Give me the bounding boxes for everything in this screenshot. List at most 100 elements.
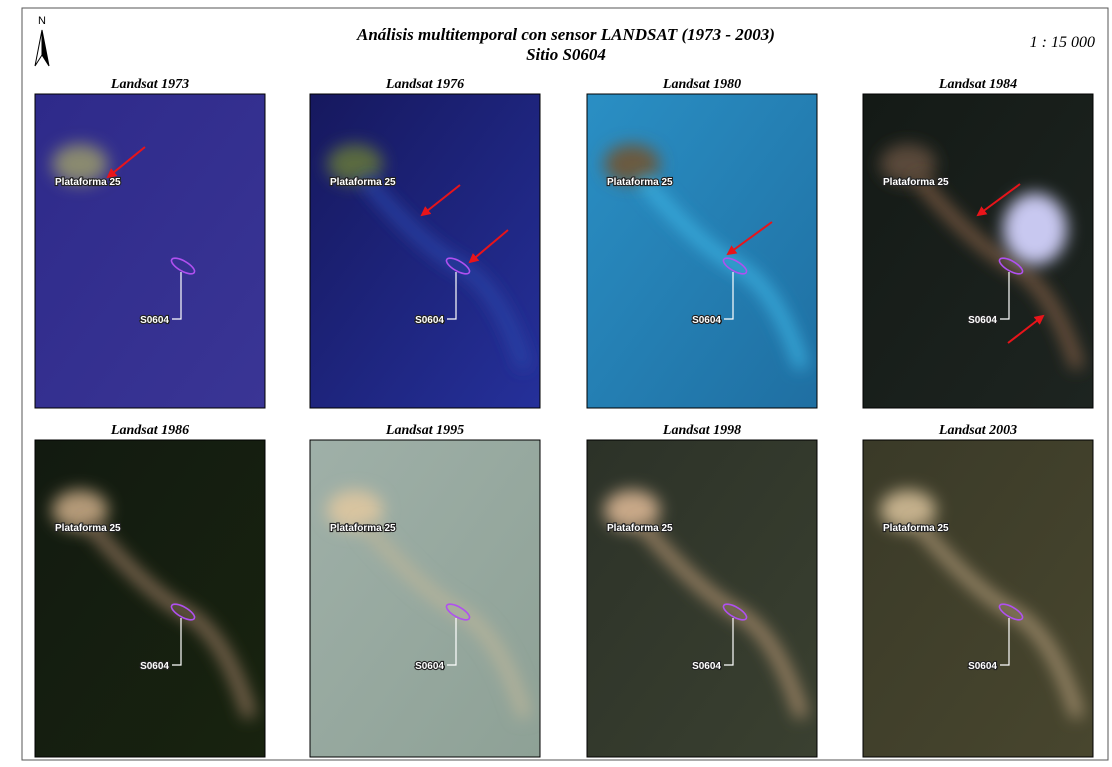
panel-border (309, 439, 541, 758)
leader-line (447, 618, 457, 666)
panel: Landsat 1980 Plataforma 25 S0604 (586, 77, 818, 409)
panel-title: Landsat 1973 (110, 77, 189, 92)
arrow (1007, 314, 1045, 344)
panel-border (309, 93, 541, 409)
platform-label: Plataforma 25 (883, 177, 949, 188)
satellite-image (587, 440, 817, 757)
image-bg (863, 440, 1093, 757)
satellite-image (35, 440, 265, 757)
site-label: S0604 (415, 661, 444, 672)
platform-label: Plataforma 25 (55, 177, 121, 188)
site-label: S0604 (140, 315, 169, 326)
platform-clearing (604, 490, 660, 530)
satellite-image (587, 94, 817, 408)
panel-border (586, 93, 818, 409)
image-bg (587, 94, 817, 408)
arrow (106, 146, 146, 179)
leader-line (724, 618, 734, 666)
trail (360, 175, 531, 370)
panel-title: Landsat 1980 (662, 77, 741, 92)
panel-title: Landsat 1998 (662, 423, 741, 438)
subtitle: Sitio S0604 (526, 45, 606, 64)
satellite-image (310, 440, 540, 757)
panel-title: Landsat 1995 (385, 423, 464, 438)
satellite-image (863, 440, 1093, 757)
trail (913, 521, 1084, 719)
leader-line (1000, 618, 1010, 666)
panel-border (862, 439, 1094, 758)
trail (637, 175, 808, 370)
site-label: S0604 (692, 661, 721, 672)
platform-clearing (52, 490, 108, 530)
image-bg (310, 440, 540, 757)
frame (21, 7, 1109, 761)
panel: Landsat 1973 Plataforma 25 S0604 (34, 77, 266, 409)
platform-label: Plataforma 25 (883, 523, 949, 534)
site-outline (722, 257, 748, 275)
panel-title: Landsat 1984 (938, 77, 1017, 92)
platform-clearing (52, 144, 108, 184)
leader-line (724, 272, 734, 320)
panel-border (586, 439, 818, 758)
trail (913, 175, 1084, 370)
platform-label: Plataforma 25 (330, 523, 396, 534)
satellite-image (863, 94, 1093, 408)
arrow (726, 221, 773, 256)
site-outline (998, 603, 1024, 621)
image-bg (310, 94, 540, 408)
platform-label: Plataforma 25 (55, 523, 121, 534)
panel: Landsat 1976 Plataforma 25 S0604 (309, 77, 541, 409)
site-outline (998, 257, 1024, 275)
north-label: N (38, 15, 46, 27)
site-outline (445, 603, 471, 621)
image-bg (35, 94, 265, 408)
cloud (1003, 193, 1067, 265)
platform-clearing (327, 490, 383, 530)
north-arrow (41, 29, 50, 67)
panel-title: Landsat 1976 (385, 77, 464, 92)
panel-title: Landsat 2003 (938, 423, 1017, 438)
site-label: S0604 (968, 315, 997, 326)
leader-line (172, 618, 182, 666)
satellite-image (35, 94, 265, 408)
arrow (420, 184, 461, 217)
panel: Landsat 2003 Plataforma 25 S0604 (862, 423, 1094, 758)
panel: Landsat 1984 Plataforma 25 S0604 (862, 77, 1094, 409)
title: Análisis multitemporal con sensor LANDSA… (356, 25, 775, 44)
platform-clearing (604, 144, 660, 184)
site-outline (722, 603, 748, 621)
platform-label: Plataforma 25 (607, 523, 673, 534)
scale: 1 : 15 000 (1030, 34, 1095, 51)
site-label: S0604 (140, 661, 169, 672)
panel-border (34, 439, 266, 758)
panel-title: Landsat 1986 (110, 423, 189, 438)
platform-label: Plataforma 25 (330, 177, 396, 188)
arrow (468, 229, 509, 264)
site-label: S0604 (692, 315, 721, 326)
panel-border (862, 93, 1094, 409)
panel: Landsat 1998 Plataforma 25 S0604 (586, 423, 818, 758)
panel: Landsat 1995 Plataforma 25 S0604 (309, 423, 541, 758)
site-outline (445, 257, 471, 275)
north-arrow (34, 29, 43, 67)
panel: Landsat 1986 Plataforma 25 S0604 (34, 423, 266, 758)
platform-clearing (327, 144, 383, 184)
leader-line (172, 272, 182, 320)
site-label: S0604 (968, 661, 997, 672)
panel-border (34, 93, 266, 409)
site-outline (170, 603, 196, 621)
image-bg (587, 440, 817, 757)
leader-line (447, 272, 457, 320)
platform-clearing (880, 144, 936, 184)
platform-label: Plataforma 25 (607, 177, 673, 188)
trail (85, 521, 256, 719)
leader-line (1000, 272, 1010, 320)
satellite-image (310, 94, 540, 408)
trail (637, 521, 808, 719)
image-bg (35, 440, 265, 757)
platform-clearing (880, 490, 936, 530)
site-label: S0604 (415, 315, 444, 326)
arrow (976, 183, 1021, 217)
